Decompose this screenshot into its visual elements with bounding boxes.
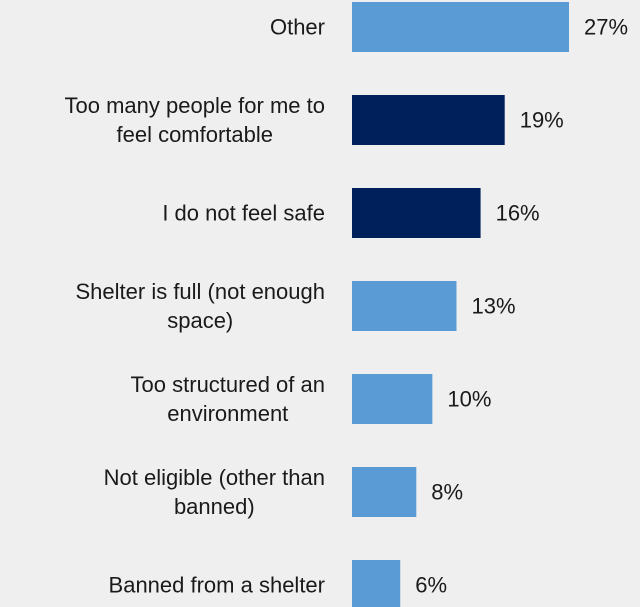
category-label-0-line-0: Other [270, 15, 325, 40]
category-label-3-line-0: Shelter is full (not enough [76, 279, 326, 304]
bar-6 [352, 560, 401, 607]
value-label-2: 16% [496, 201, 540, 226]
bars-layer [352, 2, 569, 607]
category-label-5-line-1: banned) [174, 494, 255, 519]
value-label-1: 19% [520, 108, 564, 133]
category-label-5: Not eligible (other than banned) [104, 465, 325, 519]
category-label-6-line-0: Banned from a shelter [109, 573, 325, 598]
category-label-5-line-0: Not eligible (other than [104, 465, 325, 490]
bar-1 [352, 95, 505, 145]
bar-4 [352, 374, 433, 424]
value-label-6: 6% [415, 573, 447, 598]
category-label-2: I do not feel safe [162, 201, 325, 226]
category-label-1: Too many people for me to feel comfortabl… [65, 93, 325, 147]
category-label-2-line-0: I do not feel safe [162, 201, 325, 226]
category-label-6: Banned from a shelter [109, 573, 325, 598]
value-label-4: 10% [447, 387, 491, 412]
value-label-3: 13% [471, 294, 515, 319]
bar-0 [352, 2, 569, 52]
category-label-4-line-0: Too structured of an [131, 372, 325, 397]
category-label-3-line-1: space) [167, 308, 233, 333]
category-label-4-line-1: environment [167, 401, 288, 426]
bar-5 [352, 467, 417, 517]
labels-layer: 27% Other 19% Too many people for me to feel… [65, 15, 629, 598]
category-label-1-line-0: Too many people for me to [65, 93, 325, 118]
value-label-5: 8% [431, 480, 463, 505]
category-label-3: Shelter is full (not enough space) [76, 279, 326, 333]
category-label-0: Other [270, 15, 325, 40]
value-label-0: 27% [584, 15, 628, 40]
bar-3 [352, 281, 457, 331]
bar-2 [352, 188, 481, 238]
category-label-1-line-1: feel comfortable [116, 122, 273, 147]
category-label-4: Too structured of an environment [131, 372, 325, 426]
